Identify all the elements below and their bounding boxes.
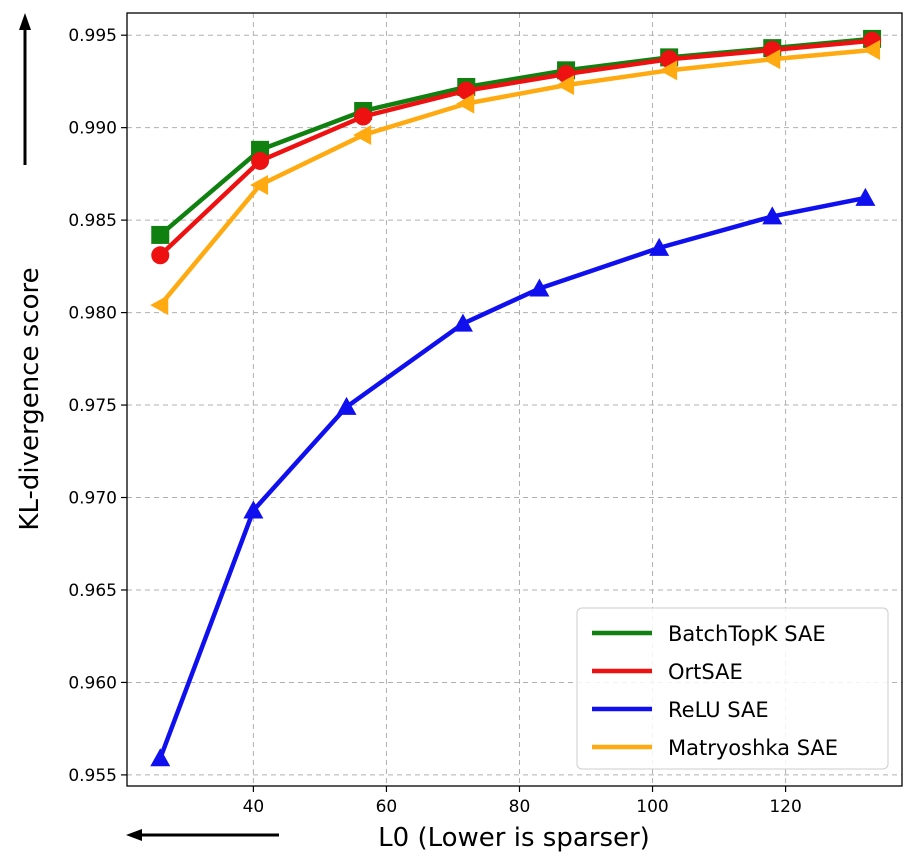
plot-frame: [126, 12, 903, 787]
legend-label-relu-sae: ReLU SAE: [668, 698, 769, 722]
data-point-ortsae: [151, 246, 170, 265]
series-line-matryoshka-sae: [158, 47, 875, 308]
data-point-matryoshka-sae: [150, 295, 169, 316]
series-line-relu-sae: [158, 195, 868, 761]
y-tick-label: 0.990: [68, 119, 117, 139]
x-tick-label: 80: [509, 797, 531, 817]
legend: BatchTopK SAE OrtSAE ReLU SAE Matryoshka SA…: [576, 607, 889, 770]
series-ortsae: [151, 31, 882, 265]
data-point-relu-sae: [452, 313, 473, 332]
y-tick-label: 0.980: [68, 304, 117, 324]
x-tick-label: 120: [769, 797, 801, 817]
data-point-ortsae: [354, 107, 373, 126]
data-point-relu-sae: [243, 500, 264, 519]
data-point-matryoshka-sae: [250, 174, 269, 195]
data-point-relu-sae: [762, 206, 783, 225]
data-point-matryoshka-sae: [862, 39, 881, 60]
x-tick-label: 100: [636, 797, 668, 817]
series-matryoshka-sae: [150, 39, 881, 316]
data-point-matryoshka-sae: [353, 125, 372, 146]
sparsity-arrow: [126, 829, 279, 841]
y-tick-label: 0.975: [68, 396, 117, 416]
legend-label-matryoshka-sae: Matryoshka SAE: [668, 736, 838, 760]
x-tick-label: 40: [243, 797, 265, 817]
y-tick-label: 0.970: [68, 489, 117, 509]
legend-label-ortsae: OrtSAE: [668, 660, 743, 684]
data-point-ortsae: [251, 151, 270, 170]
y-tick-label: 0.995: [68, 26, 117, 46]
grid: [127, 13, 902, 786]
series-line-batchtopk-sae: [158, 36, 875, 238]
data-point-relu-sae: [529, 278, 550, 297]
data-point-relu-sae: [649, 237, 670, 256]
data-point-matryoshka-sae: [659, 60, 678, 81]
y-tick-label: 0.985: [68, 211, 117, 231]
legend-box: [576, 607, 889, 770]
data-point-matryoshka-sae: [762, 49, 781, 70]
data-point-batchtopk-sae: [151, 225, 170, 244]
series-layer: [150, 29, 882, 767]
data-point-relu-sae: [150, 748, 171, 767]
x-tick-label: 60: [376, 797, 398, 817]
y-tick-label: 0.960: [68, 673, 117, 693]
y-tick-label: 0.965: [68, 581, 117, 601]
data-point-matryoshka-sae: [456, 93, 475, 114]
score-arrow: [19, 13, 31, 165]
y-tick-label: 0.955: [68, 766, 117, 786]
data-point-matryoshka-sae: [556, 75, 575, 96]
series-line-ortsae: [158, 38, 875, 258]
ticks: 40 60 80 100 120 0.955 0.960 0.965 0.970 0.975 0.9…: [68, 26, 801, 817]
data-point-relu-sae: [336, 396, 357, 415]
series-relu-sae: [150, 187, 876, 767]
x-axis-title: L0 (Lower is sparser): [378, 823, 650, 853]
legend-label-batchtopk-sae: BatchTopK SAE: [668, 622, 826, 646]
y-axis-title: KL-divergence score: [15, 267, 45, 530]
data-point-relu-sae: [855, 187, 876, 206]
data-point-ortsae: [457, 81, 476, 100]
